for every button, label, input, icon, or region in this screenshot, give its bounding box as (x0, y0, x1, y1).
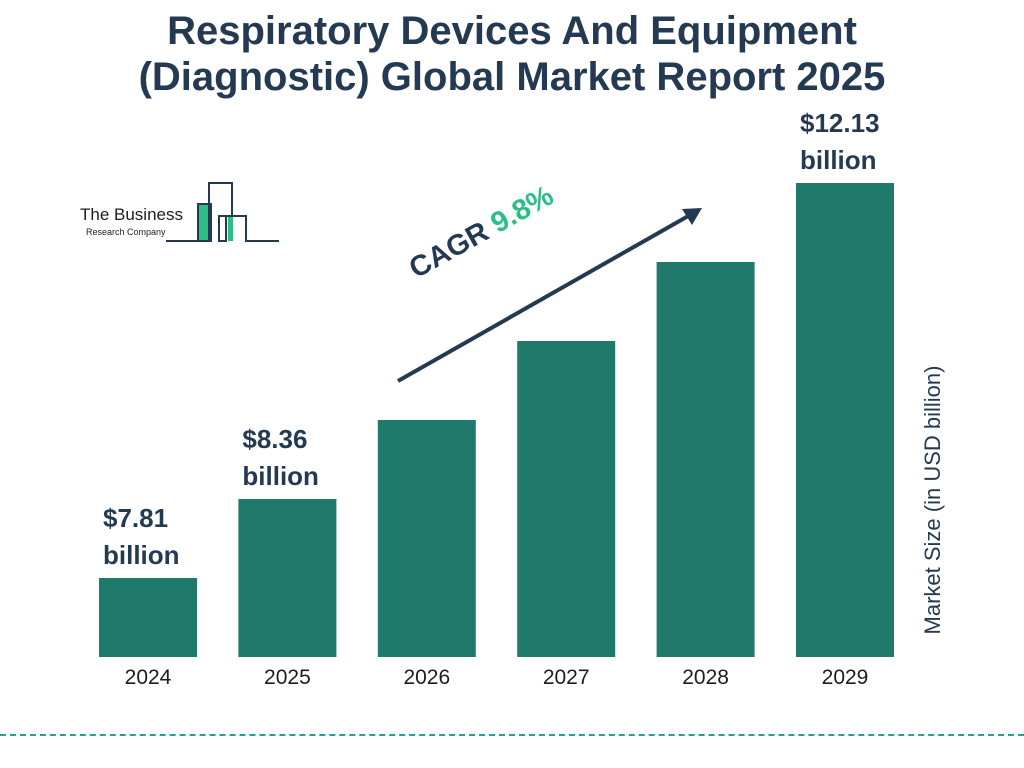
x-tick-label: 2026 (403, 666, 451, 689)
x-tick-label: 2024 (124, 666, 172, 689)
bar-2029 (796, 183, 894, 657)
y-axis-label: Market Size (in USD billion) (920, 365, 945, 635)
chart-title: Respiratory Devices And Equipment (Diagn… (0, 8, 1024, 100)
data-label: $8.36 billion (242, 421, 319, 495)
data-label-amount: $7.81 (103, 503, 169, 533)
data-label-unit: billion (103, 540, 180, 570)
data-label-unit: billion (800, 145, 877, 175)
title-line-1: Respiratory Devices And Equipment (167, 9, 857, 53)
data-label-unit: billion (242, 461, 319, 491)
logo-text-line-1: The Business (80, 205, 183, 224)
footer-divider (0, 734, 1024, 736)
x-tick-label: 2027 (542, 666, 590, 689)
x-tick-label: 2025 (264, 666, 311, 689)
data-label: $7.81 billion (103, 500, 180, 574)
x-tick-label: 2028 (682, 666, 729, 689)
title-line-2: (Diagnostic) Global Market Report 2025 (138, 55, 886, 99)
cagr-arrow (397, 208, 702, 383)
data-label-amount: $12.13 (800, 108, 880, 138)
data-label-amount: $8.36 (242, 424, 308, 454)
logo-text-line-2: Research Company (86, 227, 166, 237)
data-label: $12.13 billion (800, 105, 880, 179)
bar-2027 (517, 341, 616, 657)
company-logo (166, 182, 279, 242)
bar-2026 (377, 420, 476, 657)
bar-2025 (238, 499, 337, 657)
bar-2024 (99, 578, 197, 657)
x-tick-label: 2029 (821, 666, 869, 689)
bar-2028 (656, 262, 755, 657)
